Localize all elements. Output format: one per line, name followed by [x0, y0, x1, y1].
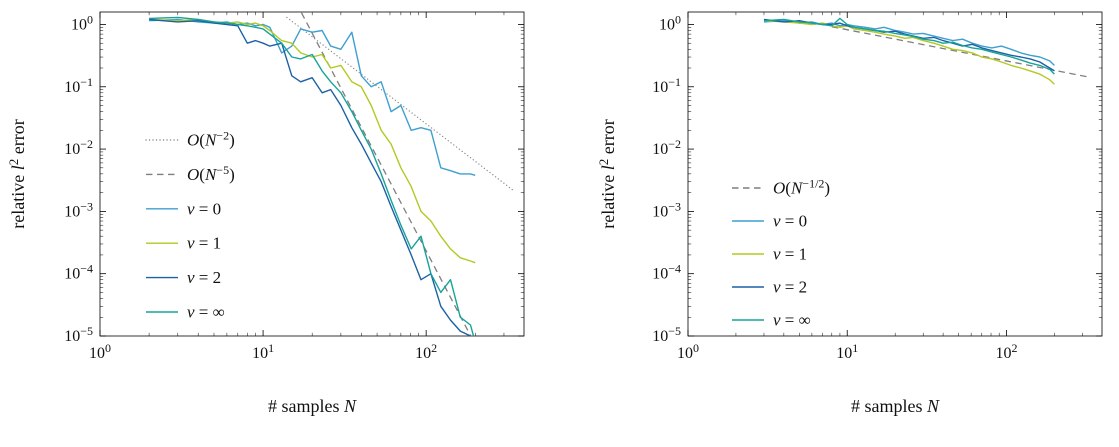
x-tick-label: 101 — [836, 341, 858, 362]
legend-item-nu-2: ν = 2 — [146, 268, 221, 287]
x-tick-label: 101 — [252, 341, 274, 362]
y-tick-label: 100 — [71, 12, 93, 33]
y-tick-label: 10−1 — [64, 75, 93, 96]
line-nu-2 — [763, 18, 1055, 72]
y-axis-label: relative l2 error — [6, 119, 28, 228]
y-tick-label: 10−5 — [64, 324, 93, 345]
legend-label-nu-inf: ν = ∞ — [187, 303, 225, 322]
x-axis-label: # samples N — [851, 396, 940, 416]
y-tick-label: 10−2 — [652, 137, 681, 158]
y-tick-label: 10−2 — [64, 137, 93, 158]
x-tick-label: 100 — [677, 341, 699, 362]
x-tick-label: 102 — [995, 341, 1017, 362]
y-tick-label: 10−1 — [652, 75, 681, 96]
legend-label-nu-2: ν = 2 — [187, 268, 221, 287]
line-nu-1 — [763, 20, 1055, 85]
legend-label-nu-inf: ν = ∞ — [773, 311, 811, 330]
legend-item-ref-N-2: O(N−2) — [145, 129, 235, 150]
right-legend: O(N−1/2) ν = 0 ν = 1 ν = 2 ν = ∞ — [732, 177, 830, 330]
line-nu-inf — [763, 17, 1055, 75]
legend-label-nu-2: ν = 2 — [773, 278, 807, 297]
line-ref-N-5 — [300, 12, 472, 336]
legend-item-nu-1: ν = 1 — [146, 234, 221, 253]
legend-item-nu-inf: ν = ∞ — [146, 303, 225, 322]
legend-label-ref-N-2: O(N−2) — [187, 129, 235, 150]
legend-label-nu-1: ν = 1 — [187, 234, 221, 253]
left-plot: 100 101 102 100 10−1 10−2 10−3 10−4 10−5 # sample… — [6, 11, 525, 416]
line-nu-inf — [149, 16, 475, 336]
legend-item-ref-N-5: O(N−5) — [146, 163, 235, 184]
legend-item-nu-0: ν = 0 — [146, 199, 221, 218]
y-tick-label: 10−5 — [652, 324, 681, 345]
y-tick-label: 10−4 — [652, 262, 681, 283]
legend-item-nu-inf: ν = ∞ — [732, 311, 811, 330]
legend-item-nu-1: ν = 1 — [732, 245, 807, 264]
y-axis-label: relative l2 error — [596, 119, 618, 228]
legend-label-ref-N-5: O(N−5) — [187, 163, 235, 184]
y-tick-label: 100 — [659, 12, 681, 33]
y-tick-label: 10−4 — [64, 262, 93, 283]
legend-label-ref-N-05: O(N−1/2) — [773, 177, 830, 198]
left-legend: O(N−2) O(N−5) ν = 0 ν = 1 ν = 2 ν = ∞ — [145, 129, 235, 322]
legend-label-nu-0: ν = 0 — [773, 212, 807, 231]
line-nu-1 — [149, 18, 476, 264]
x-tick-label: 102 — [415, 341, 437, 362]
line-nu-0 — [763, 20, 1055, 66]
x-tick-label: 100 — [89, 341, 111, 362]
legend-item-nu-2: ν = 2 — [732, 278, 807, 297]
line-nu-0 — [149, 18, 476, 176]
line-ref-N-2 — [286, 16, 516, 193]
y-tick-label: 10−3 — [652, 199, 681, 220]
legend-item-ref-N-05: O(N−1/2) — [732, 177, 830, 198]
y-tick-label: 10−3 — [64, 199, 93, 220]
right-plot: 100 101 102 100 10−1 10−2 10−3 10−4 10−5 # sample… — [596, 11, 1103, 416]
x-axis-label: # samples N — [268, 396, 357, 416]
legend-item-nu-0: ν = 0 — [732, 212, 807, 231]
legend-label-nu-0: ν = 0 — [187, 199, 221, 218]
legend-label-nu-1: ν = 1 — [773, 245, 807, 264]
